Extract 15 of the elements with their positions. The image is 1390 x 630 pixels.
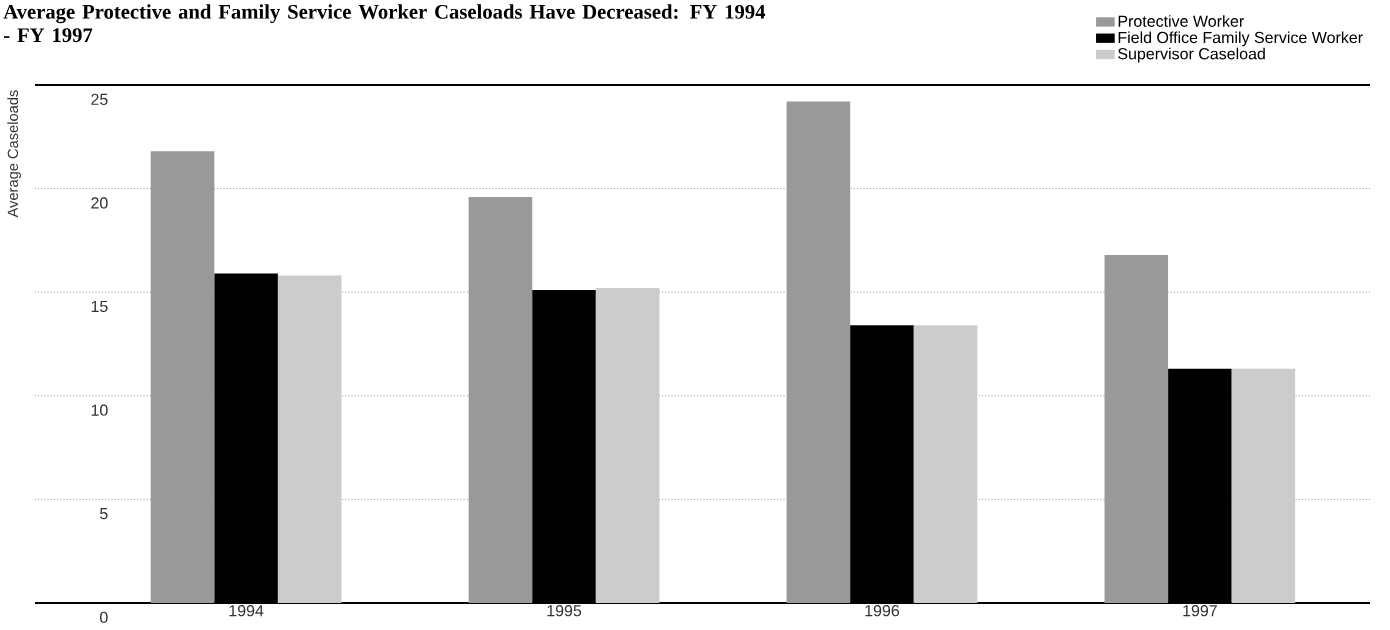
- x-tick-label: 1997: [1183, 605, 1217, 617]
- legend-label: Supervisor Caseload: [1118, 47, 1265, 63]
- x-tick-label: 1994: [229, 605, 264, 617]
- y-tick-label: 5: [100, 508, 108, 520]
- y-tick-label: 0: [100, 611, 108, 624]
- legend-label: Field Office Family Service Worker: [1118, 31, 1363, 47]
- chart-title: Average Protective and Family Service Worker Caseloads Have Decreased: FY 1994 - FY 1997: [3, 4, 766, 43]
- y-tick-label: 25: [91, 93, 108, 106]
- legend-label: Protective Worker: [1118, 15, 1244, 27]
- x-tick-label: 1996: [865, 605, 900, 617]
- y-tick-label: 10: [91, 404, 108, 416]
- x-tick-label: 1995: [547, 605, 582, 617]
- y-axis-title: Average Caseloads: [7, 90, 21, 218]
- y-tick-label: 20: [91, 197, 108, 209]
- y-tick-label: 15: [91, 300, 108, 313]
